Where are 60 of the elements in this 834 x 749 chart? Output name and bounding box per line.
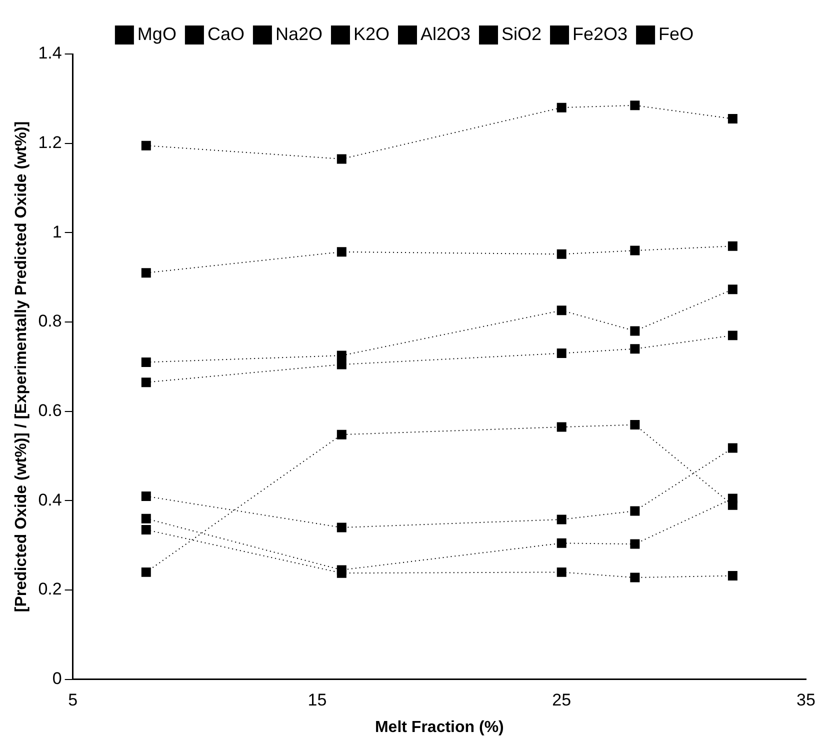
point	[556, 422, 566, 432]
point	[556, 538, 566, 548]
point	[728, 114, 738, 124]
x-tick-label: 15	[308, 690, 327, 710]
point	[728, 443, 738, 453]
legend-label: CaO	[207, 24, 244, 44]
legend-label: SiO2	[502, 24, 542, 44]
point	[556, 348, 566, 358]
point	[336, 154, 346, 164]
point	[141, 378, 151, 388]
point	[728, 500, 738, 510]
point	[556, 102, 566, 112]
point	[630, 539, 640, 549]
point	[630, 100, 640, 110]
point	[728, 241, 738, 251]
point	[336, 522, 346, 532]
y-tick-label: 1.2	[38, 133, 62, 152]
point	[556, 306, 566, 316]
y-tick-label: 0.2	[38, 580, 62, 599]
point	[336, 350, 346, 360]
point	[336, 360, 346, 370]
legend-label: Na2O	[275, 24, 322, 44]
point	[141, 140, 151, 150]
point	[556, 567, 566, 577]
point	[630, 344, 640, 354]
point	[141, 567, 151, 577]
point	[141, 268, 151, 278]
point	[556, 514, 566, 524]
point	[141, 492, 151, 501]
point	[630, 246, 640, 256]
point	[336, 247, 346, 257]
point	[630, 326, 640, 336]
x-tick-label: 25	[552, 690, 572, 710]
legend-label: Fe2O3	[572, 24, 628, 44]
x-axis-title: Melt Fraction (%)	[374, 718, 504, 736]
point	[141, 357, 151, 367]
point	[728, 330, 738, 340]
point	[141, 514, 151, 524]
x-tick-label: 35	[796, 690, 816, 710]
y-tick-label: 1.4	[38, 44, 62, 63]
point	[556, 249, 566, 259]
point	[630, 572, 640, 582]
y-tick-label: 1	[52, 222, 62, 242]
point	[336, 430, 346, 440]
y-axis-title: [Predicted Oxide (wt%)] / [Experimentally Predicted Oxide (wt%)]	[13, 121, 30, 612]
y-tick-label: 0	[52, 669, 62, 688]
y-tick-label: 0.4	[38, 490, 62, 510]
y-tick-label: 0.6	[38, 401, 62, 420]
point	[141, 525, 151, 534]
point	[728, 571, 738, 581]
legend-label: FeO	[658, 24, 694, 44]
legend-label: MgO	[137, 24, 176, 44]
point	[630, 506, 640, 516]
point	[630, 420, 640, 430]
point	[728, 284, 738, 294]
legend-label: Al2O3	[420, 24, 471, 44]
legend-label: K2O	[353, 24, 390, 44]
x-tick-label: 5	[68, 690, 78, 710]
point	[336, 565, 346, 575]
y-tick-label: 0.8	[38, 312, 62, 331]
